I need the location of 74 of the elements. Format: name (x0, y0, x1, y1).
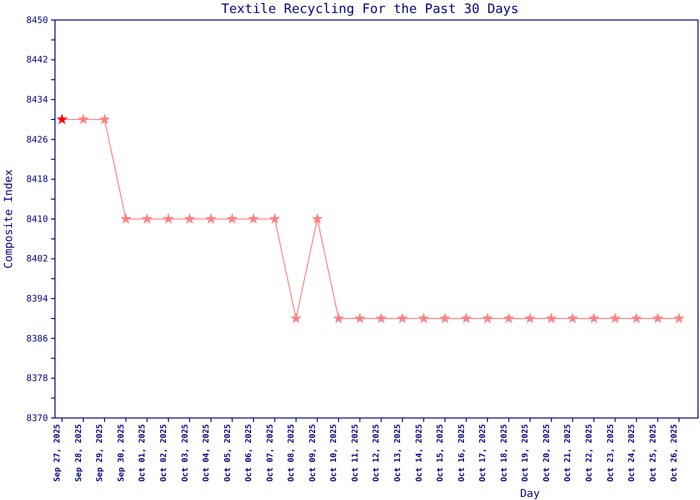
x-tick-label: Oct 25, 2025 (648, 424, 658, 482)
x-tick-label: Oct 20, 2025 (542, 424, 551, 482)
point (205, 213, 217, 224)
point (630, 312, 642, 324)
y-tick-label: 8442 (26, 56, 48, 66)
chart-title: Textile Recycling For the Past 30 Days (221, 2, 519, 17)
point (312, 213, 323, 224)
x-tick-label: Oct 17, 2025 (478, 424, 488, 482)
y-tick-label: 8394 (26, 294, 48, 304)
point (566, 312, 578, 324)
point (226, 213, 238, 224)
y-tick-label: 8410 (26, 214, 48, 225)
point (162, 213, 174, 224)
x-tick-label: Oct 09, 2025 (308, 424, 317, 482)
x-tick-label: Oct 05, 2025 (222, 424, 232, 482)
y-axis-title: Composite Index (2, 168, 15, 269)
point (652, 312, 664, 324)
point (460, 312, 472, 324)
point (120, 213, 132, 224)
point (439, 312, 451, 324)
x-tick-label: Oct 01, 2025 (138, 424, 147, 482)
x-tick-label: Sep 28, 2025 (74, 424, 83, 482)
point (396, 312, 408, 324)
x-tick-label: Oct 06, 2025 (244, 424, 254, 482)
point (418, 312, 430, 324)
point (503, 312, 514, 324)
point (332, 312, 344, 324)
y-tick-label: 8370 (26, 414, 48, 424)
x-tick-label: Oct 14, 2025 (414, 424, 424, 482)
y-tick-label: 8434 (26, 95, 48, 106)
y-tick-label: 8386 (26, 334, 48, 344)
y-tick-label: 8402 (26, 254, 48, 265)
point (375, 312, 387, 324)
x-tick-label: Oct 13, 2025 (393, 424, 402, 482)
x-tick-label: Oct 23, 2025 (606, 424, 615, 482)
x-tick-label: Oct 16, 2025 (456, 424, 466, 482)
y-tick-label: 8450 (26, 16, 48, 26)
point (588, 312, 600, 324)
point (482, 312, 494, 324)
x-tick-label: Oct 21, 2025 (563, 424, 572, 482)
point (524, 312, 536, 324)
point (354, 312, 366, 324)
x-tick-label: Oct 02, 2025 (158, 424, 168, 482)
x-tick-label: Oct 03, 2025 (180, 424, 190, 482)
x-tick-label: Oct 11, 2025 (350, 424, 360, 482)
point (609, 312, 621, 324)
x-tick-label: Sep 30, 2025 (116, 424, 126, 482)
x-tick-label: Oct 04, 2025 (202, 424, 211, 482)
x-tick-label: Oct 19, 2025 (520, 424, 530, 482)
point (546, 312, 558, 324)
y-tick-label: 8418 (26, 175, 48, 186)
point (184, 213, 196, 224)
x-axis-title: Day (520, 487, 540, 500)
x-tick-label: Oct 07, 2025 (265, 424, 274, 482)
y-tick-label: 8426 (26, 135, 48, 146)
x-tick-label: Oct 18, 2025 (499, 424, 508, 482)
x-tick-label: Oct 15, 2025 (436, 424, 445, 482)
point (248, 213, 260, 224)
x-tick-label: Sep 27, 2025 (52, 424, 62, 482)
x-tick-label: Oct 12, 2025 (372, 424, 381, 482)
x-tick-label: Oct 10, 2025 (329, 424, 338, 482)
point (141, 213, 153, 224)
point (290, 312, 302, 324)
x-tick-label: Oct 24, 2025 (627, 424, 636, 482)
x-tick-label: Oct 08, 2025 (286, 424, 296, 482)
x-tick-label: Oct 22, 2025 (584, 424, 594, 482)
point (98, 114, 110, 124)
x-tick-label: Sep 29, 2025 (95, 424, 104, 482)
point (78, 114, 89, 124)
x-tick-label: Oct 26, 2025 (670, 424, 679, 482)
point (673, 312, 685, 324)
y-tick-label: 8378 (26, 374, 48, 384)
point (56, 114, 68, 124)
point (269, 213, 280, 224)
